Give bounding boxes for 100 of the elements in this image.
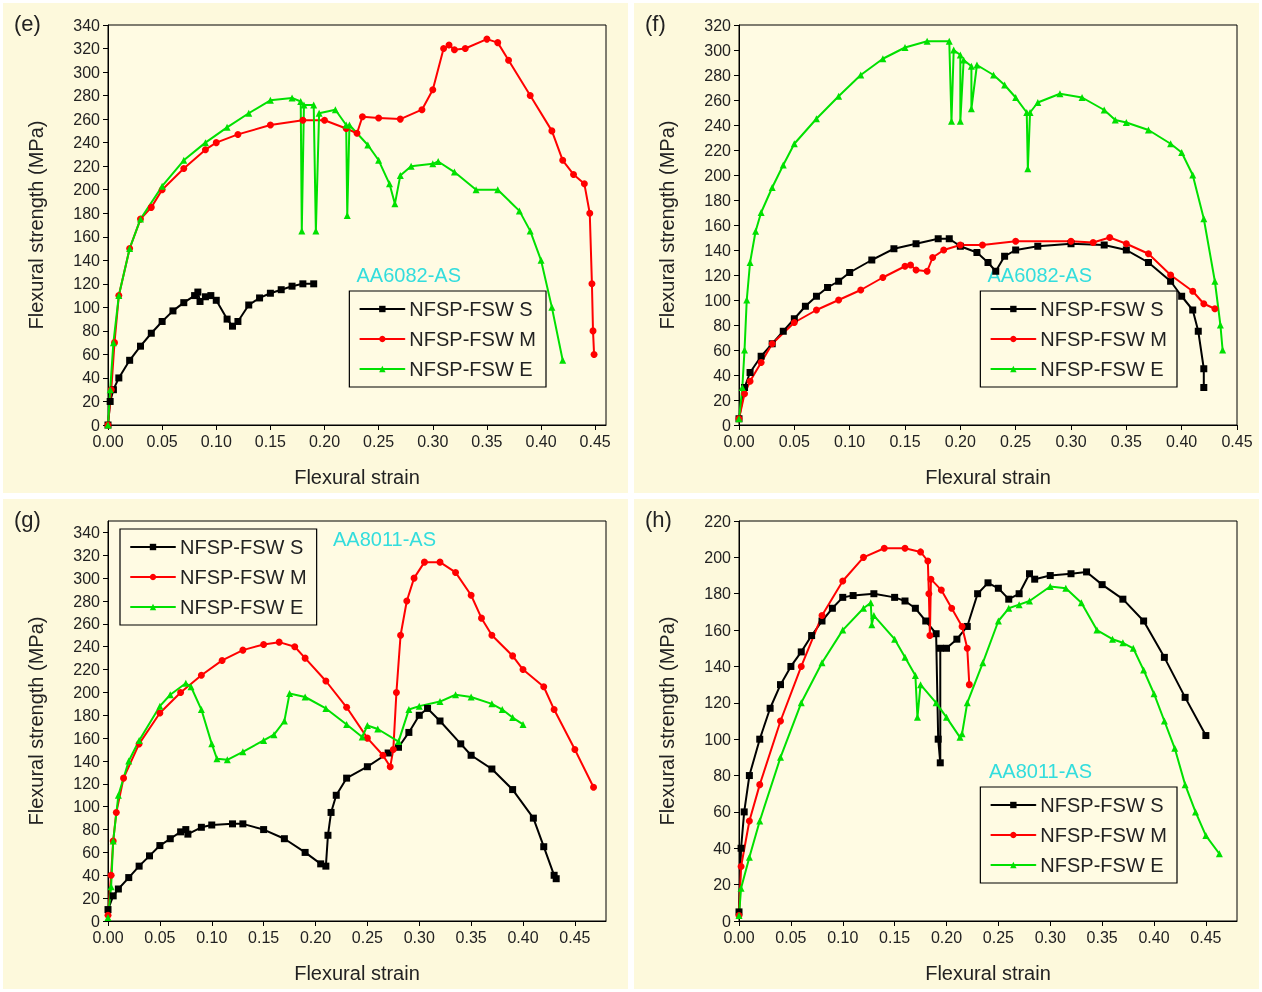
x-tick-label: 0.30 xyxy=(417,432,449,450)
x-tick-label: 0.00 xyxy=(723,432,755,450)
legend-label: NFSP-FSW S xyxy=(180,536,304,558)
y-tick-label: 100 xyxy=(73,298,101,316)
y-tick-label: 20 xyxy=(82,889,101,907)
legend-label: NFSP-FSW S xyxy=(1040,794,1164,816)
x-tick-label: 0.25 xyxy=(982,928,1015,946)
y-tick-label: 40 xyxy=(713,366,732,384)
y-tick-label: 60 xyxy=(713,803,732,821)
x-tick-label: 0.20 xyxy=(944,432,977,450)
legend-label: NFSP-FSW E xyxy=(1040,358,1164,380)
x-tick-label: 0.40 xyxy=(1138,928,1170,946)
x-tick-label: 0.25 xyxy=(1000,432,1032,450)
y-tick-label: 40 xyxy=(82,369,101,387)
x-tick-label: 0.20 xyxy=(308,432,341,450)
y-tick-label: 260 xyxy=(704,91,732,109)
y-tick-label: 300 xyxy=(73,569,101,587)
y-tick-label: 0 xyxy=(722,416,732,434)
y-tick-label: 0 xyxy=(91,416,101,434)
x-tick-label: 0.10 xyxy=(196,928,228,946)
y-tick-label: 240 xyxy=(73,134,101,152)
y-tick-label: 260 xyxy=(73,110,101,128)
y-tick-label: 140 xyxy=(73,251,101,269)
x-tick-label: 0.25 xyxy=(363,432,395,450)
y-tick-label: 40 xyxy=(713,839,732,857)
x-axis-title: Flexural strain xyxy=(294,962,420,984)
y-tick-label: 160 xyxy=(73,228,101,246)
y-tick-label: 20 xyxy=(713,391,732,409)
y-tick-label: 120 xyxy=(704,266,732,284)
y-tick-label: 200 xyxy=(704,166,732,184)
y-tick-label: 200 xyxy=(704,548,732,566)
y-tick-label: 120 xyxy=(73,275,101,293)
y-tick-label: 320 xyxy=(73,40,101,58)
x-tick-label: 0.35 xyxy=(471,432,503,450)
y-tick-label: 60 xyxy=(82,345,101,363)
x-tick-label: 0.00 xyxy=(92,432,124,450)
y-tick-label: 20 xyxy=(713,876,732,894)
x-tick-label: 0.05 xyxy=(146,432,178,450)
x-tick-label: 0.10 xyxy=(200,432,232,450)
y-tick-label: 100 xyxy=(704,291,732,309)
legend-label: NFSP-FSW S xyxy=(1040,298,1164,320)
x-tick-label: 0.00 xyxy=(723,928,755,946)
y-tick-label: 100 xyxy=(704,730,732,748)
annotation: AA8011-AS xyxy=(988,760,1092,782)
chart-title: (g) xyxy=(14,506,41,532)
x-tick-label: 0.15 xyxy=(248,928,280,946)
y-tick-label: 60 xyxy=(82,843,101,861)
y-tick-label: 120 xyxy=(704,694,732,712)
y-tick-label: 180 xyxy=(704,191,732,209)
x-tick-label: 0.25 xyxy=(351,928,384,946)
y-tick-label: 240 xyxy=(73,638,101,656)
legend-label: NFSP-FSW E xyxy=(1040,854,1164,876)
y-tick-label: 80 xyxy=(713,767,732,785)
legend-label: NFSP-FSW M xyxy=(1040,824,1168,846)
y-tick-label: 300 xyxy=(73,63,101,81)
x-tick-label: 0.30 xyxy=(403,928,435,946)
x-tick-label: 0.40 xyxy=(1166,432,1198,450)
x-tick-label: 0.20 xyxy=(930,928,963,946)
y-tick-label: 200 xyxy=(73,181,101,199)
y-tick-label: 0 xyxy=(722,912,732,930)
legend-label: NFSP-FSW M xyxy=(409,328,537,350)
y-axis-title: Flexural strength (MPa) xyxy=(25,120,47,330)
y-tick-label: 260 xyxy=(73,615,101,633)
y-tick-label: 60 xyxy=(713,341,732,359)
y-tick-label: 280 xyxy=(704,66,732,84)
y-tick-label: 20 xyxy=(82,392,101,410)
chart-title: (f) xyxy=(645,10,666,36)
y-tick-label: 180 xyxy=(73,706,101,724)
x-tick-label: 0.20 xyxy=(299,928,332,946)
x-tick-label: 0.30 xyxy=(1034,928,1066,946)
y-tick-label: 320 xyxy=(73,546,101,564)
y-axis-title: Flexural strength (MPa) xyxy=(25,616,47,826)
x-tick-label: 0.45 xyxy=(559,928,591,946)
annotation: AA6082-AS xyxy=(987,264,1092,286)
y-tick-label: 280 xyxy=(73,87,101,105)
x-axis-title: Flexural strain xyxy=(294,466,420,488)
x-axis-title: Flexural strain xyxy=(925,962,1051,984)
chart-title: (e) xyxy=(14,10,41,36)
y-tick-label: 220 xyxy=(73,661,101,679)
x-tick-label: 0.15 xyxy=(889,432,921,450)
x-tick-label: 0.45 xyxy=(579,432,611,450)
y-tick-label: 80 xyxy=(82,322,101,340)
y-tick-label: 340 xyxy=(73,523,101,541)
y-tick-label: 200 xyxy=(73,683,101,701)
y-tick-label: 220 xyxy=(704,141,732,159)
y-tick-label: 0 xyxy=(91,912,101,930)
y-tick-label: 180 xyxy=(704,585,732,603)
y-tick-label: 320 xyxy=(704,16,732,34)
y-tick-label: 140 xyxy=(704,657,732,675)
x-tick-label: 0.15 xyxy=(254,432,287,450)
legend-label: NFSP-FSW S xyxy=(409,298,533,320)
y-tick-label: 80 xyxy=(713,316,732,334)
x-tick-label: 0.35 xyxy=(1086,928,1118,946)
y-tick-label: 160 xyxy=(73,729,101,747)
y-tick-label: 280 xyxy=(73,592,101,610)
x-tick-label: 0.45 xyxy=(1190,928,1222,946)
x-tick-label: 0.30 xyxy=(1055,432,1087,450)
y-tick-label: 100 xyxy=(73,798,101,816)
y-tick-label: 180 xyxy=(73,204,101,222)
y-tick-label: 160 xyxy=(704,216,732,234)
